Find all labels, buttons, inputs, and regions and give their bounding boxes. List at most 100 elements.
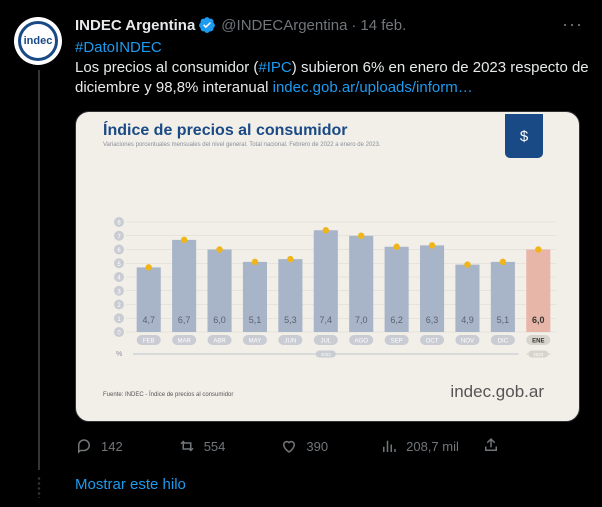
data-label: 7,0 xyxy=(355,315,368,325)
reply-button[interactable]: 142 xyxy=(75,437,123,455)
hashtag-ipc[interactable]: #IPC xyxy=(258,59,292,76)
data-label: 5,3 xyxy=(284,315,297,325)
category-label: MAR xyxy=(177,339,191,345)
category-pill xyxy=(349,335,374,345)
card-title: Índice de precios al consumidor xyxy=(103,122,348,139)
bar xyxy=(136,267,161,332)
views-button[interactable]: 208,7 mil xyxy=(380,437,459,455)
bar xyxy=(313,230,338,332)
bar-marker xyxy=(499,258,507,266)
bar-marker xyxy=(251,258,259,266)
bar-marker xyxy=(358,232,365,239)
card-brand: indec.gob.ar xyxy=(450,382,544,402)
y-tick-label: 6 xyxy=(117,248,121,254)
category-pill xyxy=(455,335,480,345)
like-count: 390 xyxy=(306,438,329,454)
category-label: DIC xyxy=(498,339,509,345)
bar xyxy=(490,261,515,332)
y-tick-label: 1 xyxy=(117,317,121,323)
bar xyxy=(172,239,197,332)
category-label: AGO xyxy=(355,339,369,345)
y-tick-marker xyxy=(114,258,124,269)
view-count: 208,7 mil xyxy=(406,438,459,454)
category-pill xyxy=(384,335,409,345)
bar xyxy=(384,246,409,332)
data-label: 6,2 xyxy=(390,315,403,325)
more-options-icon[interactable]: ··· xyxy=(562,14,583,34)
year-label: 2023 xyxy=(533,352,544,357)
show-thread-link[interactable]: Mostrar este hilo xyxy=(75,476,186,493)
category-pill xyxy=(242,335,267,345)
category-label: OCT xyxy=(426,339,439,345)
category-pill xyxy=(278,335,303,345)
bar-marker xyxy=(464,261,471,268)
y-tick-marker xyxy=(114,313,124,324)
bar xyxy=(455,264,480,332)
tweet-text-part2: ) subieron 6% en enero de 2023 respecto … xyxy=(75,59,589,96)
category-label: SEP xyxy=(391,339,403,345)
data-label: 6,0 xyxy=(213,315,226,325)
avatar[interactable]: indec xyxy=(14,17,62,65)
y-tick-label: 7 xyxy=(117,234,121,240)
like-button[interactable]: 390 xyxy=(280,437,328,455)
y-tick-marker xyxy=(114,230,124,241)
y-tick-label: 2 xyxy=(117,303,121,309)
ipc-bar-chart: 0 1 2 3 4 5 6 7 8% 4,7 FEB 6,7 MAR 6,0 ABR 5,1 MAY 5,3 JUN… xyxy=(114,217,556,358)
category-label: JUN xyxy=(285,339,297,345)
data-label: 5,1 xyxy=(249,315,262,325)
category-label: ENE xyxy=(532,339,544,345)
category-label: ABR xyxy=(213,339,226,345)
category-label: MAY xyxy=(249,339,262,345)
separator-dot: · xyxy=(351,16,357,34)
category-pill xyxy=(207,335,232,345)
tweet-link[interactable]: indec.gob.ar/uploads/inform… xyxy=(272,79,473,96)
y-unit-label: % xyxy=(116,351,122,358)
price-tag-icon: $ xyxy=(505,114,543,158)
y-tick-marker xyxy=(114,217,124,227)
bar xyxy=(207,249,232,332)
bar-marker xyxy=(216,246,223,253)
category-label: JUL xyxy=(320,339,331,345)
category-pill xyxy=(172,335,197,345)
y-tick-marker xyxy=(114,285,124,296)
hashtag-datoindec[interactable]: #DatoINDEC xyxy=(75,39,162,56)
data-label: 6,0 xyxy=(532,315,545,325)
bar xyxy=(278,259,303,332)
year-pill xyxy=(528,350,549,358)
bar-marker xyxy=(322,227,329,234)
tweet-text-part1: Los precios al consumidor ( xyxy=(75,59,259,76)
thread-dots xyxy=(36,476,42,498)
bar xyxy=(420,245,445,332)
media-card[interactable]: Índice de precios al consumidor Variacio… xyxy=(75,111,580,422)
retweet-button[interactable]: 554 xyxy=(178,437,226,455)
data-label: 5,1 xyxy=(497,315,510,325)
category-label: FEB xyxy=(143,339,155,345)
category-label: NOV xyxy=(461,339,474,345)
y-tick-label: 4 xyxy=(117,276,121,282)
data-label: 6,7 xyxy=(178,315,191,325)
reply-icon xyxy=(78,439,90,454)
category-pill xyxy=(526,335,551,345)
retweet-count: 554 xyxy=(203,438,226,454)
bar-marker xyxy=(535,246,542,253)
bar xyxy=(526,249,551,332)
card-subtitle: Variaciones porcentuales mensuales del n… xyxy=(103,142,381,148)
views-chart-icon xyxy=(383,440,396,452)
share-icon[interactable] xyxy=(482,436,500,454)
avatar-logo: indec xyxy=(18,21,58,61)
y-tick-label: 3 xyxy=(117,289,121,295)
author-handle[interactable]: @INDECArgentina xyxy=(221,16,348,34)
tweet-header: INDEC Argentina @INDECArgentina · 14 feb… xyxy=(75,14,585,36)
reply-count: 142 xyxy=(101,438,123,454)
bar xyxy=(349,235,374,332)
y-tick-marker xyxy=(114,327,124,337)
category-pill xyxy=(420,335,445,345)
bar-marker xyxy=(180,236,188,244)
data-label: 4,7 xyxy=(142,315,155,325)
tweet-date[interactable]: 14 feb. xyxy=(360,16,407,34)
year-pill xyxy=(315,350,336,358)
author-name[interactable]: INDEC Argentina xyxy=(75,16,196,34)
bar-marker xyxy=(393,243,400,250)
card-source: Fuente: INDEC - Índice de precios al con… xyxy=(103,392,234,398)
